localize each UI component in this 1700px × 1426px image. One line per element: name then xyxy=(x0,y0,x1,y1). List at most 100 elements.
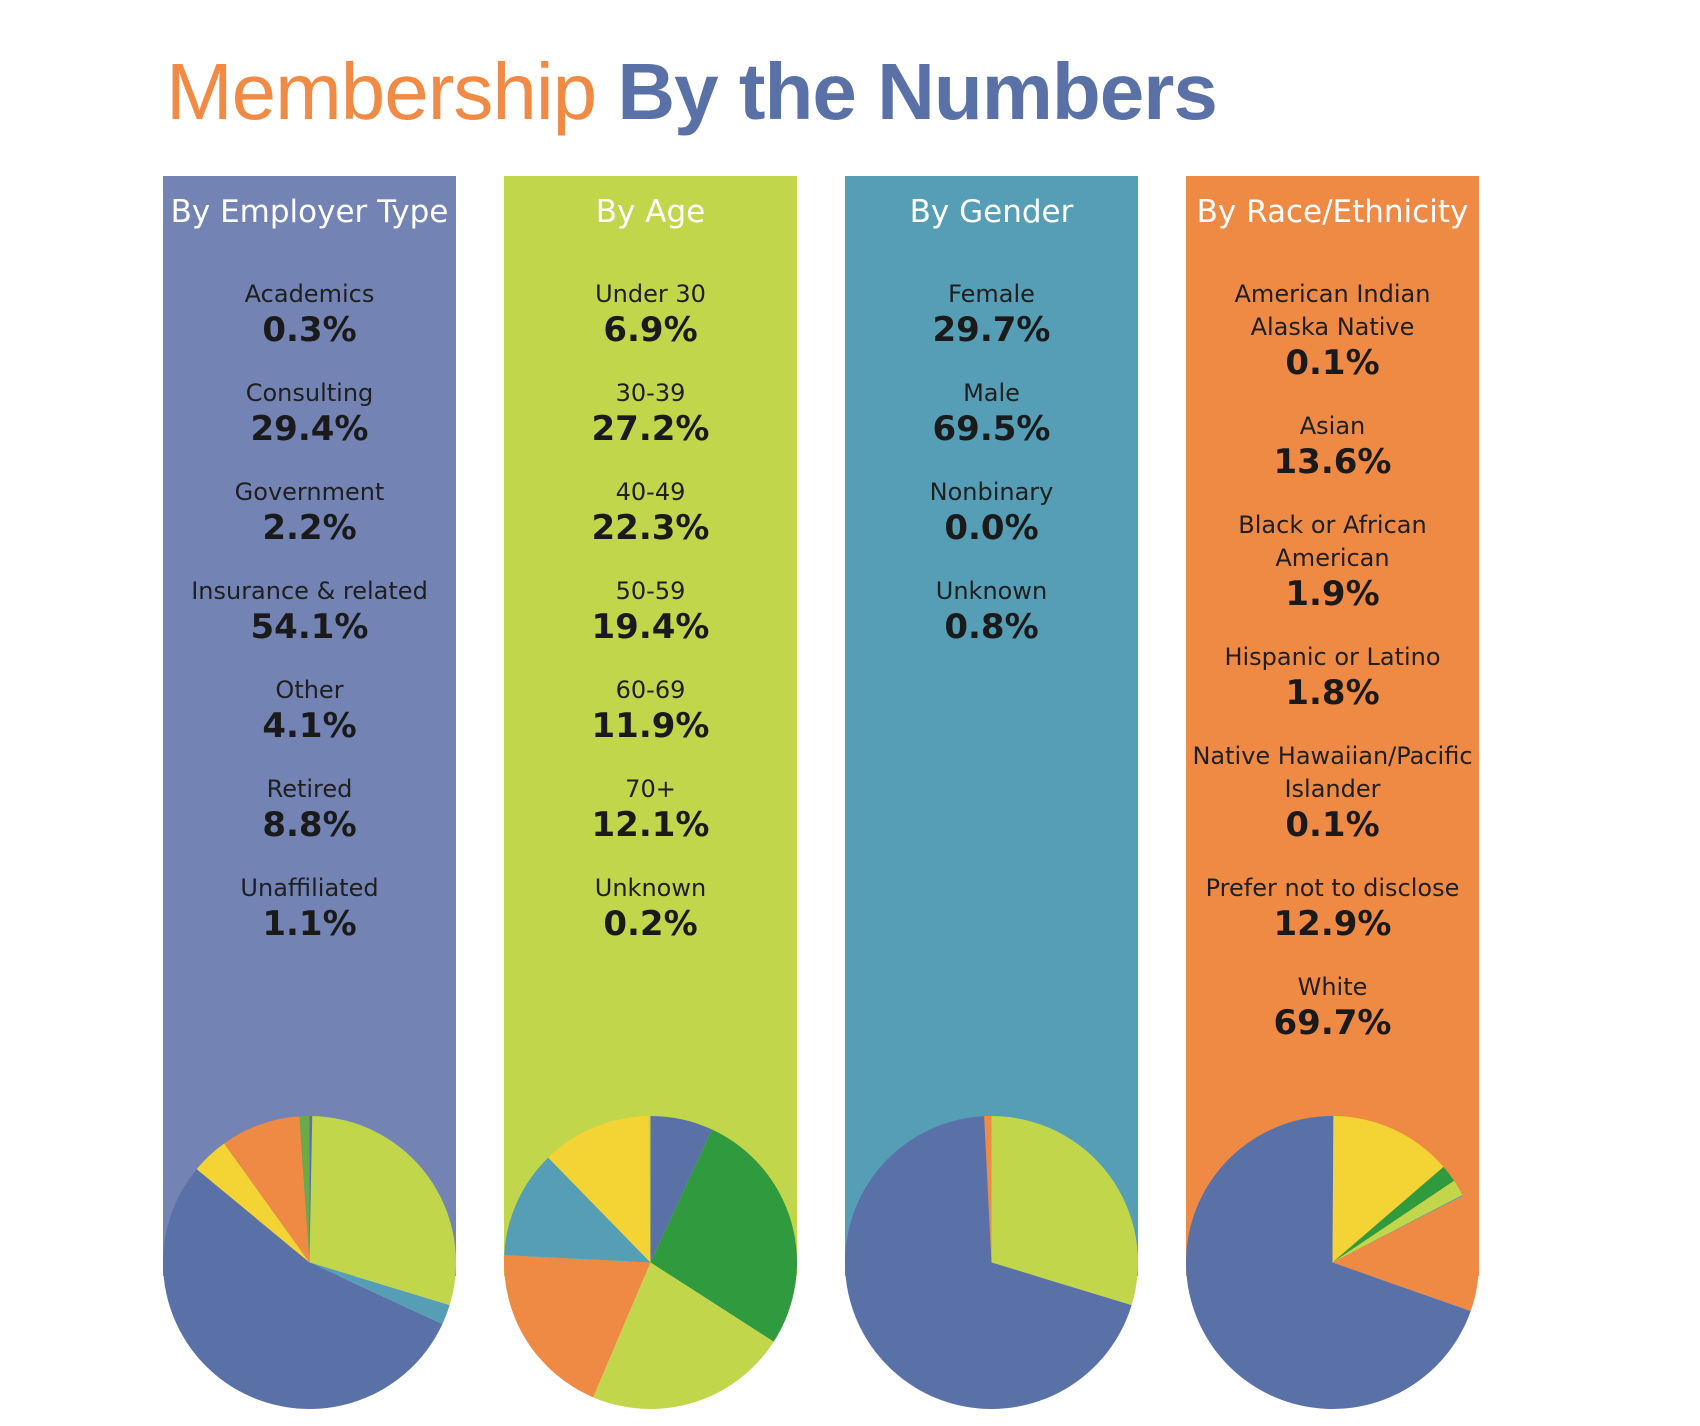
entry-label: Native Hawaiian/Pacific Islander xyxy=(1192,742,1473,803)
entry: Nonbinary 0.0% xyxy=(845,476,1138,547)
entry-label: 50-59 xyxy=(615,577,686,605)
pie-slice-50-59 xyxy=(504,1255,651,1398)
entry-label: 60-69 xyxy=(615,676,686,704)
column-gender: By Gender Female 29.7% Male 69.5% Nonbinar… xyxy=(845,176,1138,1409)
column-race-ethnicity: By Race/Ethnicity American Indian Alaska… xyxy=(1186,176,1479,1409)
entry: 70+ 12.1% xyxy=(504,773,797,844)
entry: American Indian Alaska Native 0.1% xyxy=(1186,278,1479,382)
entry-value: 4.1% xyxy=(262,706,357,746)
entry-label: Other xyxy=(275,676,344,704)
title-part-membership: Membership xyxy=(166,47,597,136)
entry-label: 70+ xyxy=(625,775,676,803)
entry: Unknown 0.2% xyxy=(504,872,797,943)
entry-value: 6.9% xyxy=(603,310,698,350)
pie-slice-male xyxy=(845,1116,1132,1409)
pie-slice-unknown xyxy=(648,1116,651,1263)
infographic-title: Membership By the Numbers xyxy=(166,52,1218,132)
entry: Retired 8.8% xyxy=(163,773,456,844)
entry-list: Female 29.7% Male 69.5% Nonbinary 0.0% Unkn… xyxy=(845,278,1138,674)
entry: Government 2.2% xyxy=(163,476,456,547)
pie-slice-unaffiliated xyxy=(299,1116,310,1263)
entry: 30-39 27.2% xyxy=(504,377,797,448)
entry-value: 0.2% xyxy=(603,904,698,944)
column-employer-type: By Employer Type Academics 0.3% Consultin… xyxy=(163,176,456,1409)
entry: 60-69 11.9% xyxy=(504,674,797,745)
entry-value: 1.8% xyxy=(1285,673,1380,713)
entry-value: 0.8% xyxy=(944,607,1039,647)
column-background xyxy=(1186,176,1479,1276)
entry: Consulting 29.4% xyxy=(163,377,456,448)
pie-chart-employer-type xyxy=(163,1116,456,1409)
entry-label: Female xyxy=(948,280,1035,308)
entry-value: 1.1% xyxy=(262,904,357,944)
entry-label: Unknown xyxy=(594,874,707,902)
pie-slice-other xyxy=(196,1143,310,1263)
entry: Male 69.5% xyxy=(845,377,1138,448)
pie-slice-consulting xyxy=(309,1116,456,1306)
column-background xyxy=(845,176,1138,1276)
entry: Hispanic or Latino 1.8% xyxy=(1186,641,1479,712)
pie-slice-black-or-african-american xyxy=(1332,1166,1455,1263)
entry-value: 0.3% xyxy=(262,310,357,350)
entry: Unaffiliated 1.1% xyxy=(163,872,456,943)
column-title: By Age xyxy=(595,194,706,230)
column-background xyxy=(163,176,456,1276)
entry: Asian 13.6% xyxy=(1186,410,1479,481)
entry-value: 12.1% xyxy=(591,805,710,845)
entry-label: 30-39 xyxy=(615,379,686,407)
entry-value: 13.6% xyxy=(1273,442,1392,482)
entry-label: Academics xyxy=(244,280,375,308)
entry-label: Male xyxy=(963,379,1020,407)
entry-label: American Indian Alaska Native xyxy=(1234,280,1431,341)
entry-list: American Indian Alaska Native 0.1% Asian 1… xyxy=(1186,278,1479,1070)
pie-slice-60-69 xyxy=(504,1157,651,1263)
entry: Insurance & related 54.1% xyxy=(163,575,456,646)
entry-label: Nonbinary xyxy=(929,478,1054,506)
entry-value: 11.9% xyxy=(591,706,710,746)
column-background xyxy=(504,176,797,1276)
entry-value: 8.8% xyxy=(262,805,357,845)
column-title: By Gender xyxy=(909,194,1074,230)
entry-value: 0.1% xyxy=(1285,805,1380,845)
title-part-by-the-numbers: By the Numbers xyxy=(617,47,1217,136)
pie-slice-native-hawaiian-pacific-islander xyxy=(1332,1195,1463,1263)
pie-slice-white xyxy=(1186,1116,1471,1409)
entry-label: Unaffiliated xyxy=(240,874,379,902)
entry-value: 22.3% xyxy=(591,508,710,548)
pie-slice-insurance-related xyxy=(163,1169,443,1409)
entry-label: White xyxy=(1297,973,1368,1001)
entry: Other 4.1% xyxy=(163,674,456,745)
entry: Native Hawaiian/Pacific Islander 0.1% xyxy=(1186,740,1479,844)
entry-label: Under 30 xyxy=(595,280,706,308)
entry-label: 40-49 xyxy=(615,478,686,506)
entry-value: 27.2% xyxy=(591,409,710,449)
entry: White 69.7% xyxy=(1186,971,1479,1042)
entry-label: Asian xyxy=(1299,412,1366,440)
entry: Unknown 0.8% xyxy=(845,575,1138,646)
entry-list: Academics 0.3% Consulting 29.4% Government… xyxy=(163,278,456,971)
entry-list: Under 30 6.9% 30-39 27.2% 40-49 22.3% 50-59… xyxy=(504,278,797,971)
entry-value: 69.7% xyxy=(1273,1003,1392,1043)
entry-value: 69.5% xyxy=(932,409,1051,449)
column-age: By Age Under 30 6.9% 30-39 27.2% 40-49 22.3… xyxy=(504,176,797,1409)
entry: Black or African American 1.9% xyxy=(1186,509,1479,613)
entry-label: Consulting xyxy=(245,379,374,407)
entry-value: 19.4% xyxy=(591,607,710,647)
entry: Female 29.7% xyxy=(845,278,1138,349)
entry-value: 1.9% xyxy=(1285,574,1380,614)
entry-label: Prefer not to disclose xyxy=(1205,874,1460,902)
pie-slice-prefer-not-to-disclose xyxy=(1332,1195,1479,1311)
pie-slice-asian xyxy=(1332,1116,1444,1263)
entry-value: 2.2% xyxy=(262,508,357,548)
pie-slice-unknown xyxy=(984,1116,992,1263)
entry-label: Insurance & related xyxy=(191,577,428,605)
pie-slice-hispanic-or-latino xyxy=(1332,1180,1463,1263)
pie-slice-academics xyxy=(309,1116,313,1263)
pie-slice-retired xyxy=(224,1116,310,1263)
column-title: By Race/Ethnicity xyxy=(1196,194,1469,230)
pie-slice-30-39 xyxy=(650,1129,797,1342)
entry: Prefer not to disclose 12.9% xyxy=(1186,872,1479,943)
entry-label: Unknown xyxy=(935,577,1048,605)
entry-value: 12.9% xyxy=(1273,904,1392,944)
pie-slice-40-49 xyxy=(593,1262,774,1409)
